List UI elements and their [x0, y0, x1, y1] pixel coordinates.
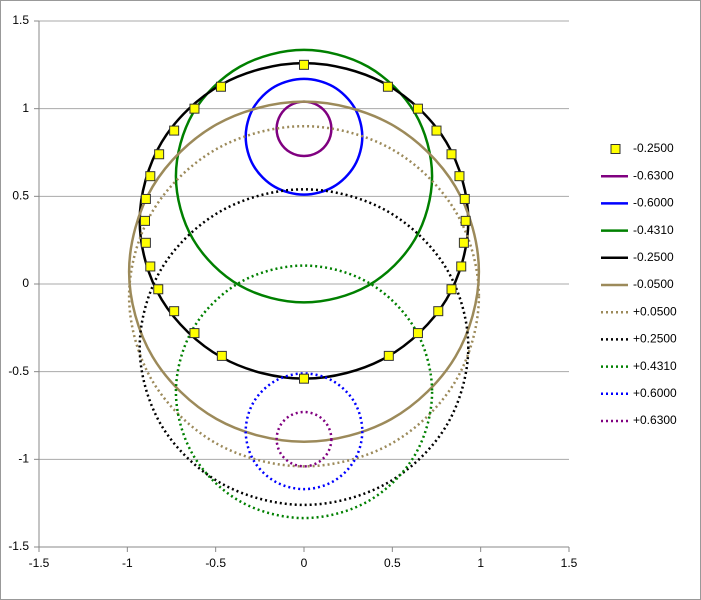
marker — [458, 237, 469, 248]
marker — [299, 373, 309, 384]
legend-label: +0.6000 — [633, 386, 677, 400]
x-tick-label: -1 — [122, 556, 133, 570]
legend-label: +0.2500 — [633, 332, 677, 346]
legend-label: +0.0500 — [633, 304, 677, 318]
marker — [382, 81, 393, 92]
marker — [169, 125, 180, 136]
marker — [215, 81, 226, 92]
x-tick-label: -0.5 — [205, 556, 226, 570]
marker — [169, 306, 180, 317]
marker — [412, 103, 423, 114]
marker — [431, 125, 442, 136]
curve — [275, 100, 333, 158]
marker — [460, 215, 471, 226]
legend-label: +0.4310 — [633, 359, 677, 373]
y-tick-label: -1.5 — [8, 539, 29, 553]
legend-label: -0.2500 — [633, 141, 674, 155]
marker — [145, 261, 156, 272]
x-tick-label: 0 — [301, 556, 308, 570]
legend-label: -0.0500 — [633, 277, 674, 291]
curve — [275, 410, 333, 468]
curve — [127, 124, 481, 468]
marker — [140, 215, 150, 226]
y-tick-label: 1 — [22, 101, 29, 115]
marker — [456, 261, 467, 272]
curve — [127, 100, 481, 444]
y-tick-label: 0.5 — [12, 189, 29, 203]
legend-label: +0.6300 — [633, 413, 677, 427]
marker — [459, 193, 470, 204]
marker — [383, 350, 394, 361]
legend-label: -0.2500 — [633, 250, 674, 264]
marker — [140, 193, 151, 204]
marker — [145, 171, 156, 182]
legend-marker — [610, 144, 621, 154]
x-tick-label: -1.5 — [29, 556, 50, 570]
marker — [299, 59, 309, 70]
legend-label: -0.6300 — [633, 168, 674, 182]
x-tick-label: 1.5 — [561, 556, 578, 570]
marker — [140, 237, 151, 248]
y-tick-label: 1.5 — [12, 13, 29, 27]
y-tick-label: -1 — [18, 452, 29, 466]
curve — [138, 188, 470, 507]
curve — [244, 77, 364, 196]
marker — [189, 103, 200, 114]
curve — [174, 264, 434, 520]
x-tick-label: 0.5 — [384, 556, 401, 570]
marker — [154, 149, 165, 160]
curve — [244, 372, 364, 491]
marker — [216, 350, 227, 361]
x-tick-label: 1 — [477, 556, 484, 570]
y-tick-label: 0 — [22, 276, 29, 290]
marker — [446, 284, 457, 295]
marker — [189, 328, 200, 339]
marker — [446, 149, 457, 160]
legend-label: -0.4310 — [633, 223, 674, 237]
y-tick-label: -0.5 — [8, 364, 29, 378]
marker — [153, 284, 164, 295]
marker — [433, 306, 444, 317]
marker — [454, 171, 465, 182]
curve — [174, 48, 434, 304]
legend-label: -0.6000 — [633, 196, 674, 210]
marker — [412, 328, 423, 339]
